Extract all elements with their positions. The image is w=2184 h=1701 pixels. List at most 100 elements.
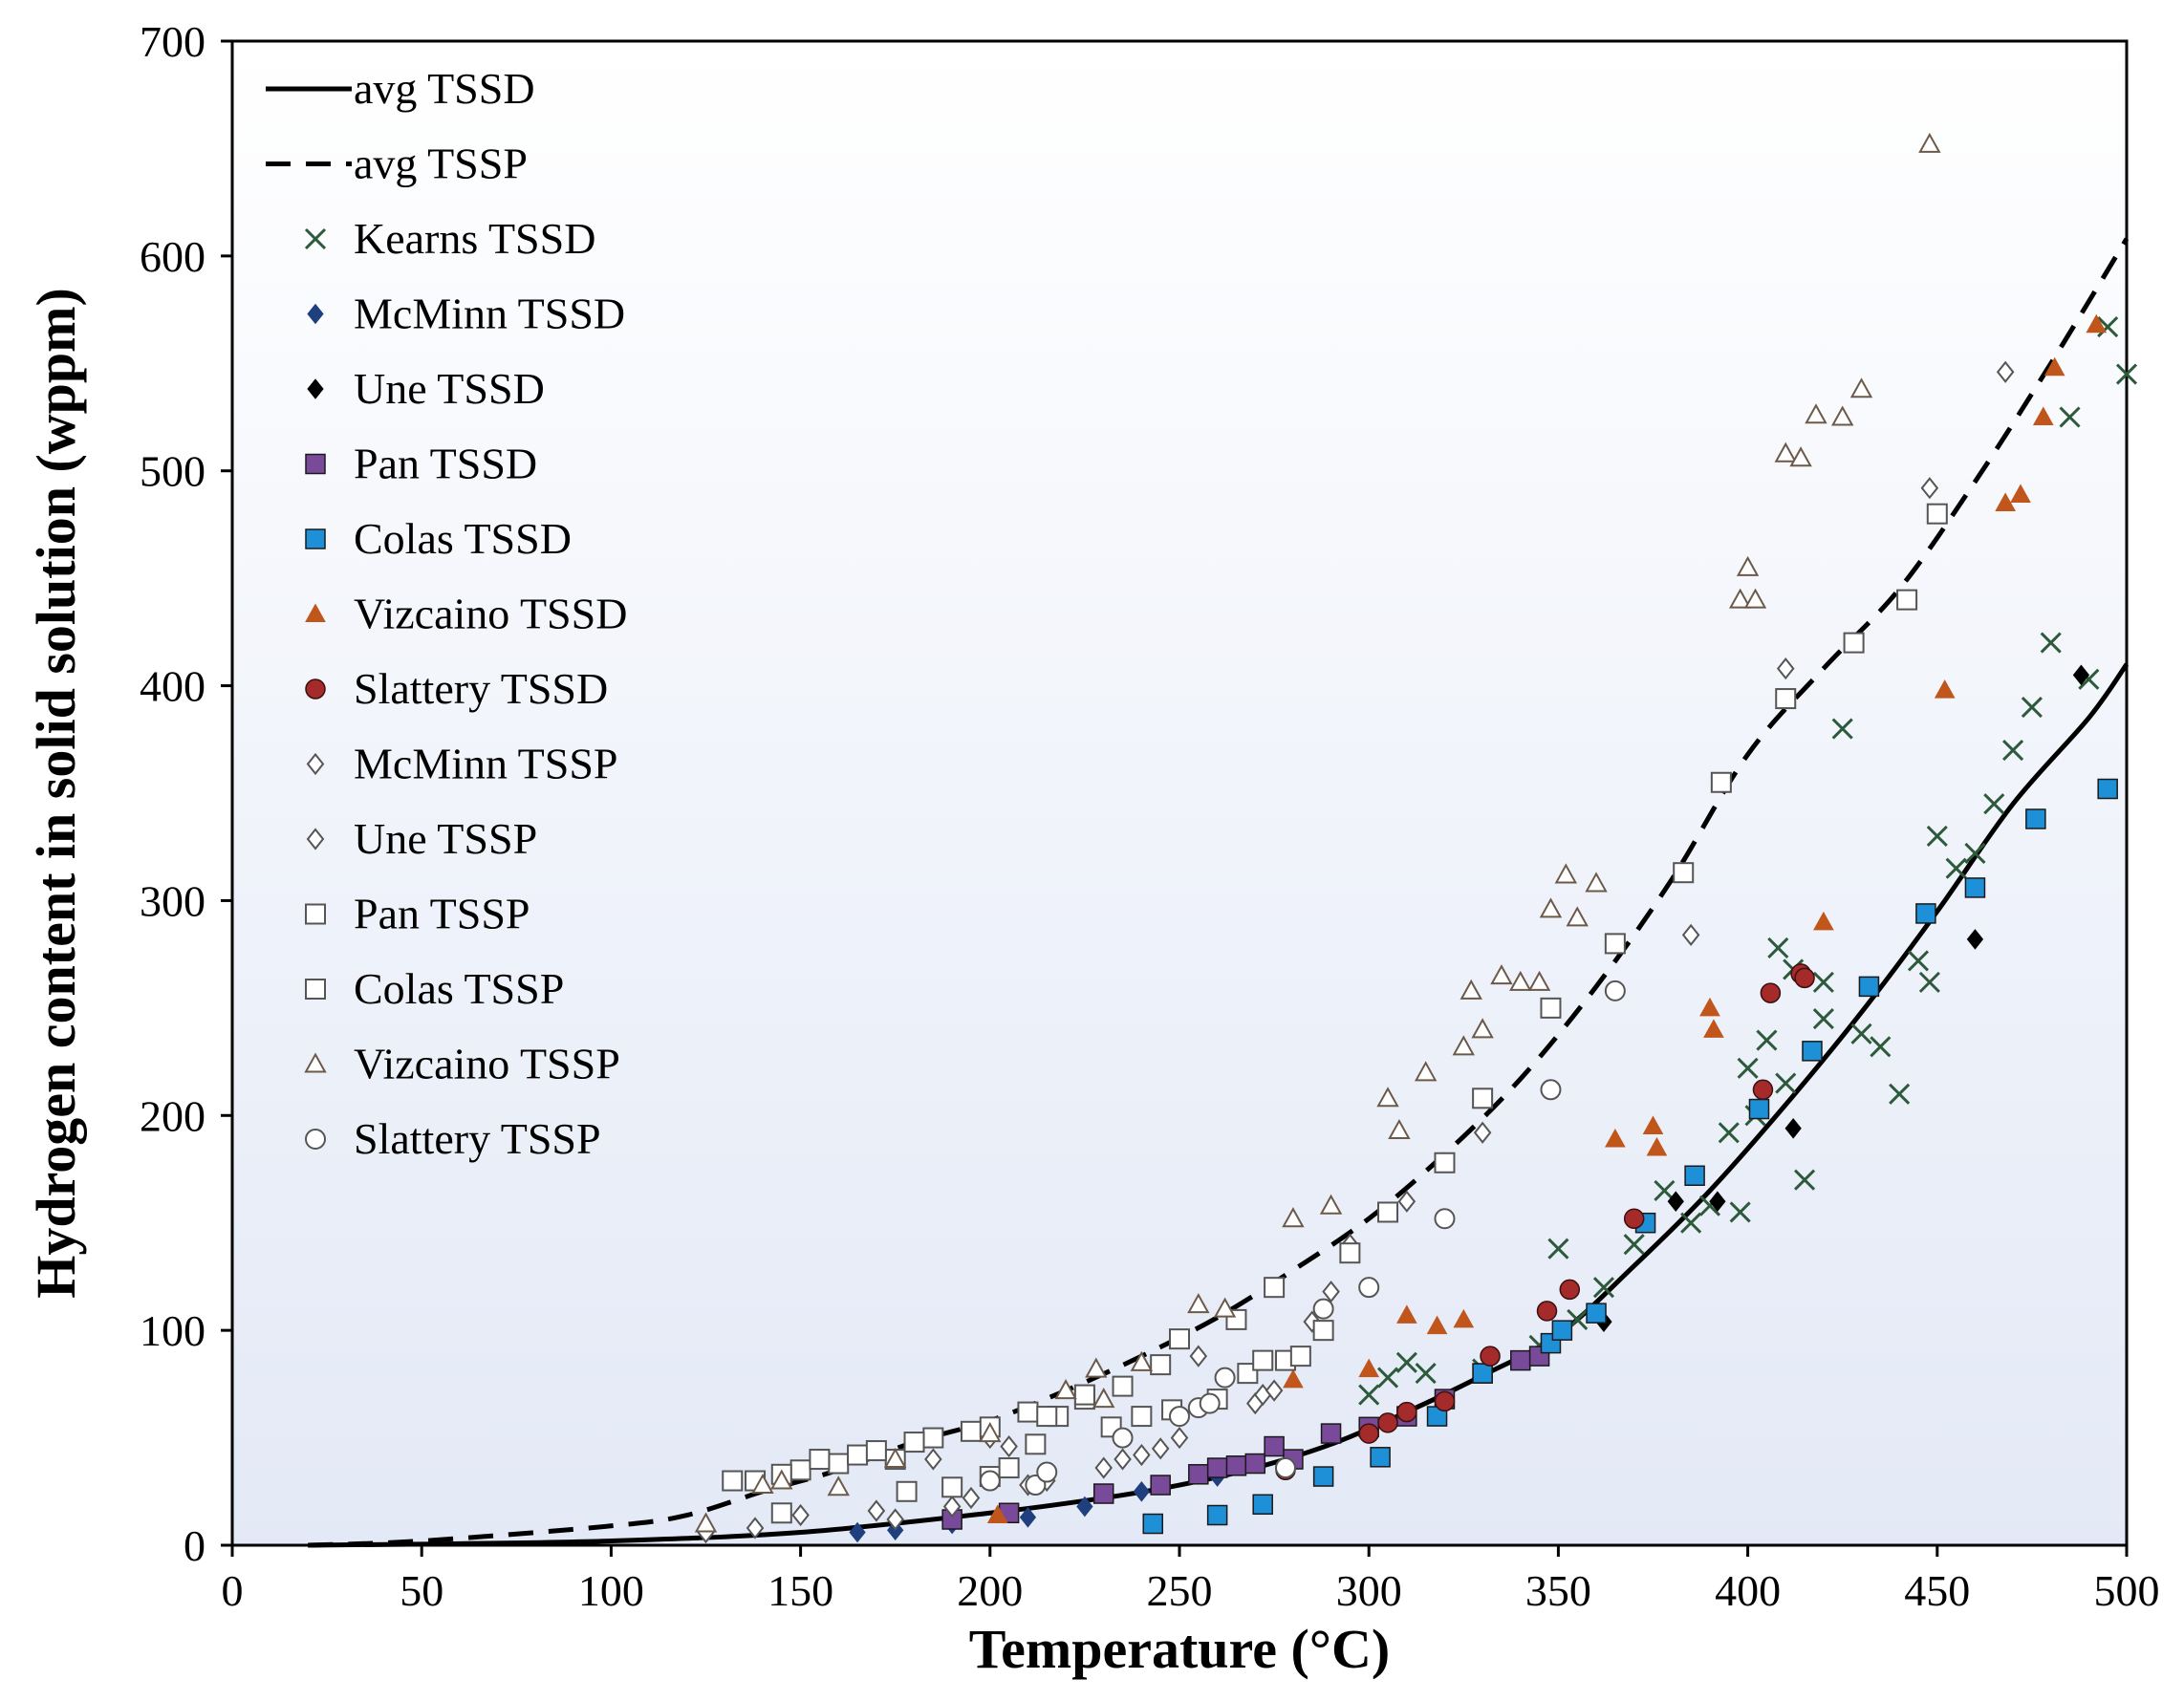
point-slattery-tssp [1358,1277,1380,1299]
point-vizcaino-tssp [1414,1061,1438,1082]
point-slattery-tssp [1540,1079,1562,1101]
point-colas-tssp [1017,1401,1039,1423]
point-une-tssd [1784,1117,1802,1139]
point-vizcaino-tssp [1554,863,1578,884]
point-mcminn-tssp [962,1486,981,1510]
legend-label: Colas TSSD [354,514,572,563]
point-colas-tssd [1551,1320,1573,1341]
point-mcminn-tssd [1076,1496,1093,1518]
point-colas-tssp [1112,1375,1134,1397]
point-vizcaino-tssd [1426,1315,1448,1335]
point-mcminn-tssp [942,1495,962,1518]
point-colas-tssd [2025,808,2046,829]
legend-item-mcminn-tssd: McMinn TSSD [307,290,625,338]
y-tick-label: 400 [140,662,205,711]
point-vizcaino-tssd [1283,1368,1304,1389]
legend-label: McMinn TSSD [354,290,625,338]
point-kearns-tssd [2059,406,2081,428]
legend-label: Pan TSSD [354,440,537,488]
point-pan-tssd [1206,1457,1228,1478]
point-slattery-tssp [1434,1208,1456,1230]
point-pan-tssp [1434,1152,1456,1173]
line-avg-tssp [308,237,2130,1548]
x-tick-label: 150 [768,1566,833,1615]
point-slattery-tssd [1752,1079,1774,1101]
point-pan-tssp [1312,1320,1334,1342]
axes: 0 50 100 150 200 250 300 350 400 450 500 0 100 200 300… [140,17,2160,1615]
legend-item-colas-tssd: Colas TSSD [305,514,572,563]
point-kearns-tssd [1812,1008,1834,1030]
point-kearns-tssd [2115,363,2138,385]
legend-item-vizcaino-tssp: Vizcaino TSSP [304,1040,620,1088]
legend-label: Pan TSSP [354,890,530,938]
point-pan-tssp [1289,1346,1311,1367]
legend-marker-pan-tssp [305,903,326,925]
point-pan-tssp [1472,1087,1494,1109]
point-vizcaino-tssp [1585,872,1608,893]
point-vizcaino-tssd [1358,1358,1380,1378]
point-mcminn-tssp [1397,1190,1416,1213]
point-vizcaino-tssp [1774,441,1797,463]
point-pan-tssp [828,1453,850,1475]
point-kearns-tssd [1756,1029,1778,1051]
legend-item-vizcaino-tssd: Vizcaino TSSD [305,590,627,638]
point-mcminn-tssp [1996,360,2015,383]
point-colas-tssd [1252,1494,1273,1516]
point-slattery-tssd [1377,1412,1398,1433]
point-kearns-tssd [1964,842,1986,865]
point-pan-tssp [1926,503,1948,525]
point-pan-tssp [998,1457,1020,1479]
point-colas-tssd [2097,778,2118,800]
point-slattery-tssd [1434,1390,1456,1412]
legend-label: Vizcaino TSSP [354,1040,620,1088]
x-tick-label: 200 [957,1566,1023,1615]
point-colas-tssp [903,1432,925,1453]
point-vizcaino-tssd [1453,1308,1475,1328]
y-tick-label: 300 [140,876,205,925]
point-mcminn-tssp [1133,1443,1151,1467]
point-colas-tssd [1142,1513,1164,1535]
point-vizcaino-tssp [1452,1035,1475,1056]
point-mcminn-tssp [1776,657,1795,680]
point-vizcaino-tssp [1736,555,1760,576]
point-pan-tssp [1252,1349,1274,1371]
point-colas-tssd [1684,1165,1705,1186]
point-kearns-tssd [1358,1384,1380,1406]
point-mcminn-tssd [849,1521,866,1543]
x-tick-label: 100 [578,1566,644,1615]
point-mcminn-tssp [1473,1121,1492,1144]
point-kearns-tssd [1831,718,1853,740]
series-vizcaino-tssp [694,132,1941,1533]
point-pan-tssp [922,1427,944,1449]
legend-item-une-tssd: Une TSSD [307,364,545,413]
point-vizcaino-tssp [1388,1118,1411,1140]
point-vizcaino-tssd [986,1504,1008,1524]
point-vizcaino-tssp [1376,1087,1399,1108]
point-colas-tssp [1073,1384,1095,1406]
point-mcminn-tssd [1133,1480,1151,1502]
point-slattery-tssp [1169,1406,1190,1428]
legend-marker-slattery-tssp [305,1129,326,1150]
point-colas-tssd [1586,1303,1607,1324]
point-kearns-tssd [1889,1083,1911,1105]
point-vizcaino-tssd [1395,1304,1417,1324]
x-tick-label: 450 [1904,1566,1970,1615]
point-kearns-tssd [1729,1201,1751,1223]
legend-marker-colas-tssd [305,528,326,549]
point-pan-tssp [1540,997,1562,1019]
point-kearns-tssd [1870,1036,1892,1058]
legend-item-avg-tssp: avg TSSP [266,140,528,188]
point-vizcaino-tssd [1703,1019,1724,1038]
point-mcminn-tssp [746,1517,765,1540]
point-vizcaino-tssp [1460,979,1482,1000]
legend-marker-mcminn-tssp [306,752,325,776]
point-pan-tssd [1225,1455,1247,1476]
legend-item-pan-tssd: Pan TSSD [305,440,537,488]
point-mcminn-tssp [791,1503,810,1527]
point-vizcaino-tssd [2086,313,2108,334]
point-mcminn-tssp [924,1448,942,1471]
point-colas-tssd [1312,1466,1334,1487]
point-colas-tssd [1748,1098,1770,1120]
point-slattery-tssd [1559,1279,1581,1301]
